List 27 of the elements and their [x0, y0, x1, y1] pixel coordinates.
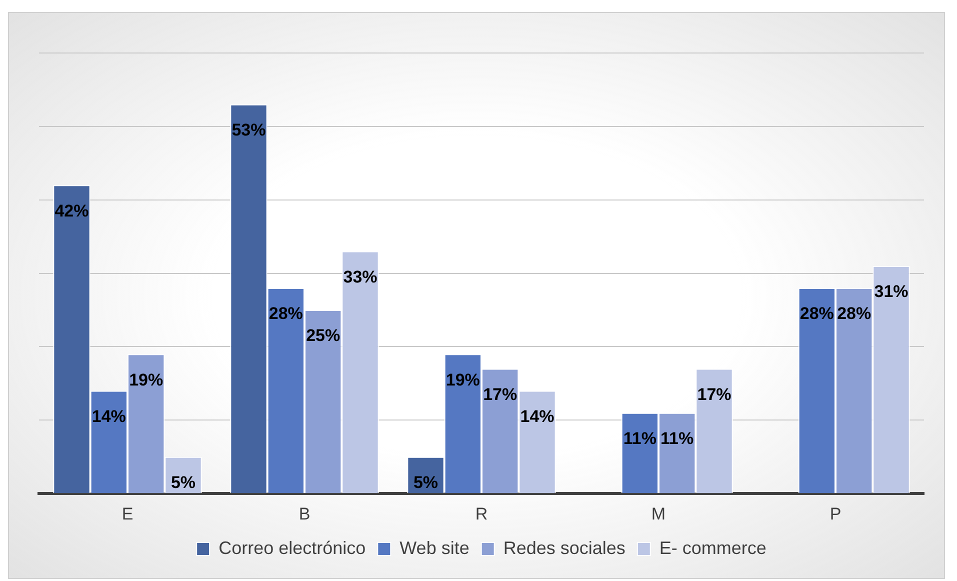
legend-label: E- commerce — [659, 538, 766, 558]
legend-label: Redes sociales — [503, 538, 626, 558]
data-label: 28% — [837, 304, 872, 324]
data-label: 31% — [874, 282, 908, 302]
x-tick-label: R — [475, 504, 488, 524]
data-label: 11% — [660, 429, 694, 448]
data-label: 19% — [446, 370, 480, 390]
data-label: 25% — [306, 326, 340, 346]
data-label: 19% — [129, 370, 164, 390]
data-label: 14% — [520, 406, 554, 426]
x-tick-label: B — [298, 504, 310, 524]
data-label: 5% — [413, 473, 438, 492]
legend-label: Web site — [400, 538, 470, 558]
data-label: 14% — [92, 406, 126, 426]
data-label: 17% — [483, 384, 518, 404]
x-tick-label: E — [122, 504, 134, 524]
data-label: 53% — [232, 120, 266, 140]
data-label: 42% — [54, 201, 89, 220]
x-tick-label: M — [651, 504, 666, 524]
legend-label: Correo electrónico — [218, 538, 366, 558]
data-label: 17% — [697, 384, 732, 404]
data-label: 33% — [343, 267, 378, 286]
x-tick-label: P — [830, 504, 842, 524]
data-label: 5% — [170, 473, 196, 492]
data-label: 28% — [800, 304, 834, 324]
data-label: 28% — [268, 304, 303, 324]
data-label: 11% — [623, 429, 656, 448]
